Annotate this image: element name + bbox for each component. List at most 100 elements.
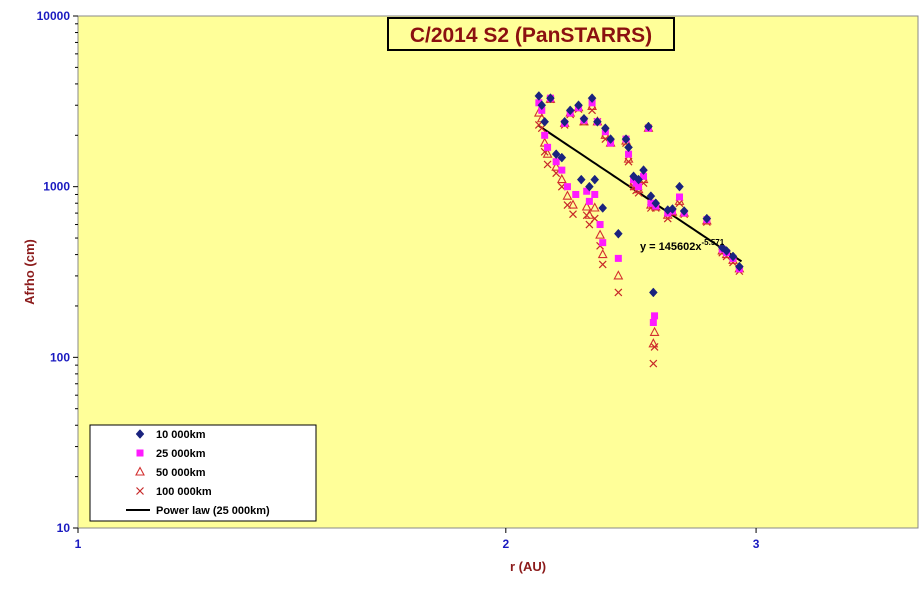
data-point-square: [640, 172, 648, 180]
data-point-diamond: [675, 181, 684, 192]
data-point-diamond: [546, 93, 555, 104]
x-axis-ticks: 1 2 3: [75, 528, 760, 551]
data-point-square: [538, 106, 546, 114]
data-point-square: [591, 190, 599, 198]
data-point-diamond: [624, 142, 633, 153]
data-point-diamond: [668, 204, 677, 214]
x-tick-label: 1: [75, 537, 82, 551]
data-point-square: [541, 131, 549, 139]
data-point-diamond: [614, 228, 623, 239]
legend-marker-triangle: [135, 466, 145, 476]
data-point-square: [535, 99, 543, 107]
data-point-x: [598, 260, 607, 269]
series-diamond: [534, 91, 744, 298]
data-point-square: [558, 166, 566, 174]
x-tick-label: 3: [753, 537, 760, 551]
title-box: [387, 17, 675, 51]
data-point-square: [635, 183, 643, 191]
data-point-x: [614, 288, 623, 297]
fit-equation-exponent: -5.571: [701, 238, 724, 247]
legend-label: 25 000km: [156, 448, 206, 460]
legend-marker-x: [136, 487, 144, 495]
data-point-x: [588, 106, 596, 115]
data-point-square: [596, 221, 604, 229]
data-point-triangle: [613, 270, 624, 280]
chart-title: C/2014 S2 (PanSTARRS): [387, 17, 675, 51]
data-point-x: [649, 359, 658, 368]
power-law-fit: [538, 124, 743, 263]
legend-box: [89, 424, 317, 522]
data-point-triangle: [595, 229, 605, 239]
data-point-square: [651, 312, 659, 320]
data-point-diamond: [574, 100, 583, 111]
data-point-square: [676, 193, 684, 201]
data-point-diamond: [651, 198, 661, 209]
fit-equation-base: y = 145602x: [640, 241, 702, 253]
data-point-diamond: [576, 174, 586, 185]
data-point-square: [583, 187, 591, 195]
data-point-diamond: [560, 116, 569, 127]
data-point-diamond: [634, 174, 643, 185]
data-point-diamond: [728, 251, 738, 262]
legend: 10 000km 25 000km 50 000km 100 000km Power l…: [89, 424, 317, 522]
fit-equation: y = 145602x-5.571: [640, 238, 725, 253]
data-point-square: [585, 197, 593, 205]
y-tick-label: 10000: [37, 9, 71, 23]
data-point-diamond: [644, 121, 653, 132]
data-point-triangle: [597, 248, 608, 259]
legend-label: 50 000km: [156, 467, 206, 479]
data-point-diamond: [551, 149, 561, 160]
y-tick-label: 100: [50, 350, 70, 364]
x-tick-label: 2: [502, 537, 509, 551]
y-tick-label: 1000: [43, 180, 70, 194]
power-law-fit-line: [538, 124, 743, 263]
data-point-triangle: [542, 148, 553, 158]
data-point-triangle: [551, 161, 562, 171]
data-point-triangle: [581, 201, 592, 211]
x-axis-label: r (AU): [510, 559, 546, 574]
data-point-square: [599, 239, 607, 247]
data-point-triangle: [649, 326, 660, 336]
data-point-diamond: [722, 246, 731, 256]
data-point-diamond: [621, 134, 631, 144]
y-axis-label: Afrho (cm): [22, 239, 37, 305]
data-point-diamond: [590, 174, 600, 185]
data-point-square: [563, 183, 571, 191]
data-point-diamond: [534, 91, 544, 101]
data-point-triangle: [556, 173, 567, 184]
data-point-square: [625, 150, 633, 158]
data-point-diamond: [579, 113, 589, 124]
data-point-triangle: [562, 190, 573, 200]
data-point-square: [632, 179, 640, 187]
data-point-diamond: [601, 123, 610, 134]
y-tick-label: 10: [57, 521, 71, 535]
data-point-diamond: [639, 165, 648, 176]
data-point-diamond: [537, 100, 547, 111]
data-point-diamond: [646, 191, 656, 202]
data-point-diamond: [565, 105, 575, 116]
chart-title-text: C/2014 S2 (PanSTARRS): [410, 24, 652, 47]
legend-marker-diamond: [135, 429, 145, 439]
data-point-x: [543, 160, 552, 169]
data-point-diamond: [702, 213, 712, 224]
data-point-square: [572, 190, 580, 198]
legend-label: 10 000km: [156, 429, 206, 441]
data-point-x: [569, 210, 577, 219]
data-point-diamond: [649, 287, 658, 298]
data-point-square: [552, 158, 560, 166]
data-point-triangle: [674, 195, 685, 205]
data-point-triangle: [623, 153, 634, 163]
data-point-diamond: [679, 206, 689, 216]
data-point-square: [649, 318, 657, 326]
legend-marker-square: [136, 449, 144, 457]
data-point-triangle: [648, 338, 659, 348]
data-point-diamond: [557, 152, 567, 163]
data-point-diamond: [587, 93, 597, 104]
legend-label: 100 000km: [156, 486, 212, 498]
data-point-square: [614, 254, 622, 262]
data-point-diamond: [598, 203, 608, 213]
y-axis-ticks: 10 100 1000 10000: [37, 9, 78, 535]
data-point-diamond: [540, 116, 550, 127]
data-point-diamond: [735, 261, 744, 272]
